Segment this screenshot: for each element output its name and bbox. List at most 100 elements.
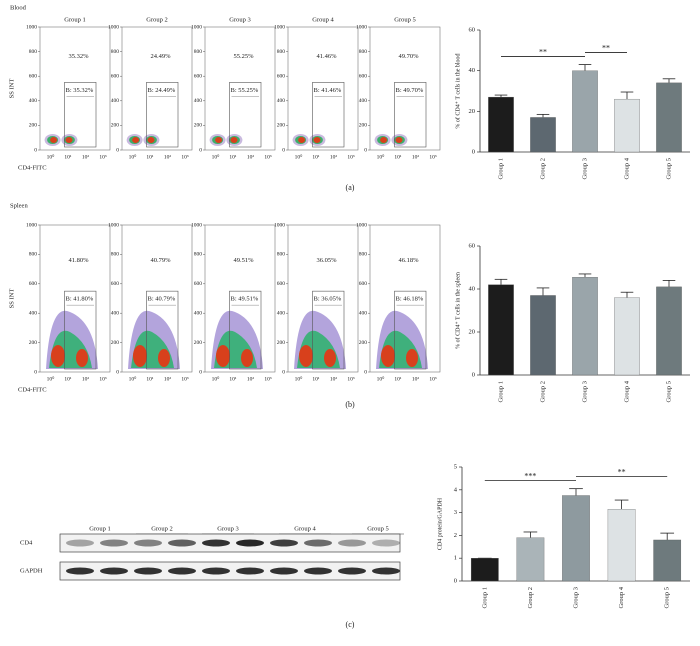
x-tick-label: Group 2 [539, 381, 546, 402]
gate-label: B: 35.32% [66, 87, 94, 94]
cells-core [395, 137, 403, 143]
flow-x-tick-label: 10⁰ [129, 153, 138, 160]
flow-y-tick-label: 800 [111, 49, 120, 55]
flow-y-tick-label: 200 [277, 123, 286, 129]
gate-percent: 41.46% [316, 53, 337, 60]
blot-band [134, 567, 162, 575]
flow-title: Group 2 [146, 16, 167, 23]
flow-x-tick-label: 10² [412, 154, 420, 160]
gate [146, 82, 179, 148]
flow-y-tick-label: 0 [282, 369, 285, 375]
bar [607, 509, 636, 582]
blot-group-label: Group 5 [367, 525, 388, 532]
gate-label: B: 46.18% [396, 296, 424, 303]
flow-y-tick-label: 800 [359, 252, 368, 258]
bar [516, 537, 545, 582]
flow-y-tick-label: 800 [29, 49, 38, 55]
cell-population [294, 310, 346, 369]
gate-percent: 55.25% [233, 53, 254, 60]
flow-y-tick-label: 1000 [191, 24, 202, 30]
blot-band [372, 567, 400, 575]
flow-y-tick-label: 1000 [274, 222, 285, 228]
flow-x-tick-label: 10¹ [146, 376, 154, 382]
cells-core [158, 349, 170, 367]
flow-y-tick-label: 800 [29, 252, 38, 258]
cell-population [44, 134, 78, 146]
flow-y-tick-label: 1000 [274, 24, 285, 30]
panel-label: (a) [346, 183, 355, 192]
flow-y-tick-label: 600 [277, 73, 286, 79]
flow-x-tick-label: 10⁰ [377, 375, 386, 382]
flow-y-tick-label: 400 [277, 310, 286, 316]
flow-y-tick-label: 200 [194, 340, 203, 346]
cells-core [50, 137, 58, 143]
flow-x-tick-label: 10⁰ [47, 375, 56, 382]
gate-percent: 46.18% [398, 257, 419, 264]
bar [488, 284, 514, 376]
flow-x-tick-label: 10³ [347, 376, 355, 382]
gate-percent: 49.51% [233, 257, 254, 264]
gate-percent: 40.79% [150, 257, 171, 264]
flow-y-tick-label: 800 [359, 49, 368, 55]
cells-core [132, 137, 140, 143]
cells-core [313, 137, 321, 143]
cell-population [46, 310, 98, 369]
x-tick-label: Group 3 [581, 158, 588, 179]
flow-x-tick-label: 10³ [99, 154, 107, 160]
gate-percent: 36.05% [316, 257, 337, 264]
flow-y-tick-label: 400 [111, 98, 120, 104]
y-axis-label: % of CD4⁺ T cells in the spleen [454, 272, 461, 349]
y-tick-label: 0 [454, 577, 457, 584]
flow-y-tick-label: 0 [116, 147, 119, 153]
y-tick-label: 0 [472, 371, 475, 378]
bar [530, 295, 556, 376]
cells-core [299, 345, 313, 367]
flow-x-tick-label: 10² [82, 376, 90, 382]
flow-y-tick-label: 0 [364, 369, 367, 375]
cells-core [216, 345, 230, 367]
blot-band [66, 567, 94, 575]
flow-y-tick-label: 800 [277, 49, 286, 55]
y-tick-label: 60 [469, 26, 476, 33]
blot-band [304, 539, 332, 547]
y-tick-label: 2 [454, 532, 457, 539]
cells-core [51, 345, 65, 367]
y-tick-label: 60 [469, 242, 476, 249]
x-tick-label: Group 1 [497, 158, 504, 179]
blot-band [168, 539, 196, 547]
flow-title: Group 1 [64, 16, 85, 23]
cells-core [324, 349, 336, 367]
flow-y-tick-label: 600 [194, 73, 203, 79]
flow-title: Group 4 [312, 16, 334, 23]
bar [614, 98, 640, 153]
bar [572, 70, 598, 153]
flow-x-tick-label: 10⁰ [295, 153, 304, 160]
y-tick-label: 40 [469, 285, 476, 292]
x-tick-label: Group 5 [665, 158, 672, 179]
flow-x-tick-label: 10² [412, 376, 420, 382]
cells-core [147, 137, 155, 143]
gate-label: B: 49.70% [396, 87, 424, 94]
flow-y-tick-label: 200 [29, 123, 38, 129]
bar [470, 558, 499, 582]
flow-y-tick-label: 400 [111, 310, 120, 316]
blot-group-label: Group 2 [151, 525, 172, 532]
gate [64, 290, 97, 370]
flow-y-tick-label: 600 [29, 281, 38, 287]
flow-x-tick-label: 10³ [429, 154, 437, 160]
flow-y-tick-label: 600 [359, 281, 368, 287]
flow-y-tick-label: 0 [282, 147, 285, 153]
bar [614, 297, 640, 376]
gate-label: B: 49.51% [231, 296, 259, 303]
gate [64, 82, 97, 148]
flow-x-tick-label: 10³ [429, 376, 437, 382]
flow-y-tick-label: 400 [359, 98, 368, 104]
flow-y-tick-label: 600 [194, 281, 203, 287]
gate-label: B: 24.49% [148, 87, 176, 94]
y-tick-label: 20 [469, 108, 476, 115]
blot-band [100, 567, 128, 575]
bar [572, 277, 598, 376]
flow-y-tick-label: 1000 [356, 24, 367, 30]
y-axis-label: % of CD4⁺ T cells in the blood [454, 53, 461, 128]
flow-y-tick-label: 0 [116, 369, 119, 375]
